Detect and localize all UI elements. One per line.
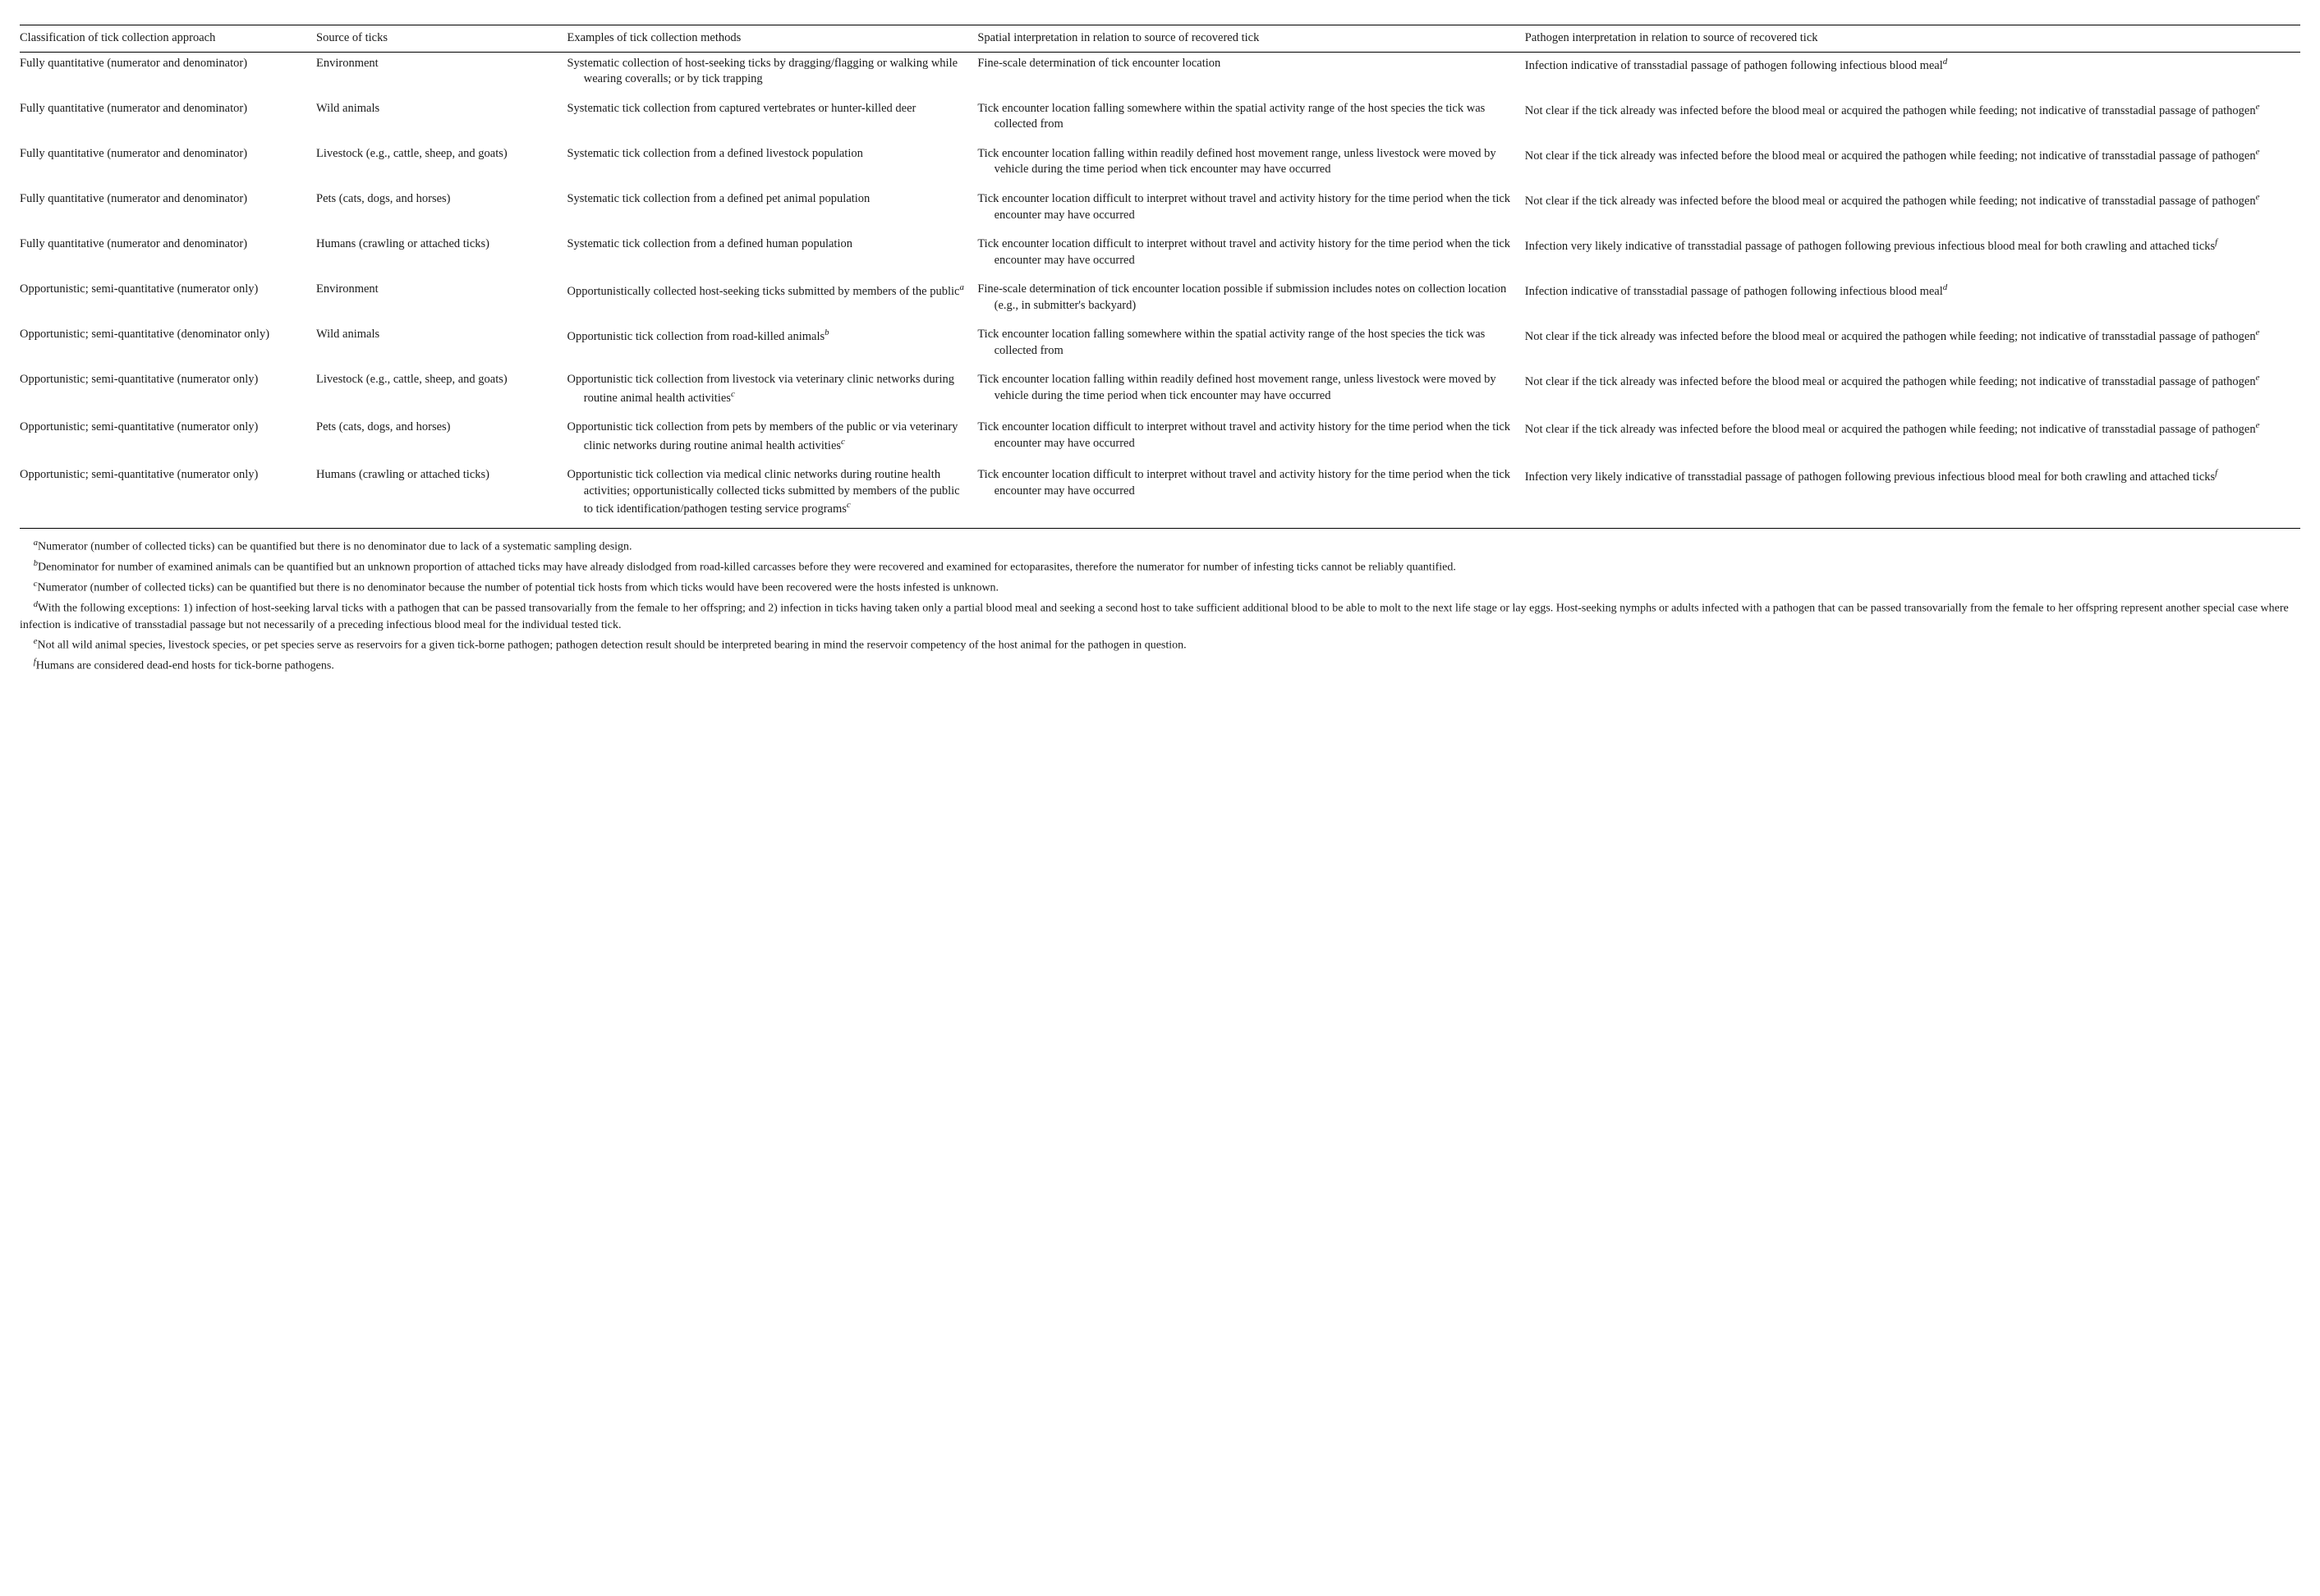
- table-row: Fully quantitative (numerator and denomi…: [20, 233, 2300, 278]
- footnote-ref: c: [731, 389, 735, 399]
- table-cell: Fully quantitative (numerator and denomi…: [20, 188, 316, 233]
- footnote-ref: e: [2256, 147, 2260, 157]
- footnote: bDenominator for number of examined anim…: [20, 557, 2300, 576]
- table-cell: Humans (crawling or attached ticks): [316, 464, 567, 528]
- table-cell: Opportunistic; semi-quantitative (numera…: [20, 464, 316, 528]
- table-cell: Fully quantitative (numerator and denomi…: [20, 233, 316, 278]
- table-row: Opportunistic; semi-quantitative (numera…: [20, 416, 2300, 464]
- footnotes: aNumerator (number of collected ticks) c…: [20, 537, 2300, 675]
- table-cell: Tick encounter location falling somewher…: [977, 323, 1524, 369]
- footnote-text: Not all wild animal species, livestock s…: [37, 640, 1186, 652]
- table-cell: Not clear if the tick already was infect…: [1525, 143, 2300, 188]
- table-cell: Environment: [316, 278, 567, 323]
- table-cell: Fine-scale determination of tick encount…: [977, 278, 1524, 323]
- table-cell: Pets (cats, dogs, and horses): [316, 188, 567, 233]
- table-cell: Systematic tick collection from captured…: [567, 98, 977, 143]
- footnote-ref: b: [825, 328, 829, 337]
- footnote: aNumerator (number of collected ticks) c…: [20, 537, 2300, 556]
- footnote-ref: a: [959, 282, 963, 292]
- table-cell: Opportunistic; semi-quantitative (numera…: [20, 369, 316, 416]
- table-row: Opportunistic; semi-quantitative (numera…: [20, 464, 2300, 528]
- table-cell: Infection very likely indicative of tran…: [1525, 464, 2300, 528]
- table-cell: Tick encounter location difficult to int…: [977, 416, 1524, 464]
- table-cell: Systematic collection of host-seeking ti…: [567, 52, 977, 98]
- table-cell: Opportunistic tick collection from pets …: [567, 416, 977, 464]
- col-header-spatial: Spatial interpretation in relation to so…: [977, 25, 1524, 53]
- footnote-ref: e: [2256, 328, 2260, 337]
- table-cell: Opportunistic; semi-quantitative (numera…: [20, 278, 316, 323]
- footnote: fHumans are considered dead-end hosts fo…: [20, 656, 2300, 675]
- table-cell: Fine-scale determination of tick encount…: [977, 52, 1524, 98]
- col-header-methods: Examples of tick collection methods: [567, 25, 977, 53]
- table-cell: Infection very likely indicative of tran…: [1525, 233, 2300, 278]
- table-cell: Not clear if the tick already was infect…: [1525, 98, 2300, 143]
- table-cell: Not clear if the tick already was infect…: [1525, 188, 2300, 233]
- footnote-text: Denominator for number of examined anima…: [38, 561, 1456, 573]
- table-cell: Tick encounter location difficult to int…: [977, 233, 1524, 278]
- table-cell: Systematic tick collection from a define…: [567, 233, 977, 278]
- table-cell: Infection indicative of transstadial pas…: [1525, 278, 2300, 323]
- table-cell: Not clear if the tick already was infect…: [1525, 416, 2300, 464]
- table-cell: Pets (cats, dogs, and horses): [316, 416, 567, 464]
- table-row: Fully quantitative (numerator and denomi…: [20, 52, 2300, 98]
- table-cell: Wild animals: [316, 323, 567, 369]
- table-cell: Infection indicative of transstadial pas…: [1525, 52, 2300, 98]
- footnote-ref: d: [1943, 282, 1947, 292]
- table-cell: Fully quantitative (numerator and denomi…: [20, 143, 316, 188]
- table-cell: Tick encounter location falling within r…: [977, 369, 1524, 416]
- table-cell: Opportunistic tick collection from road-…: [567, 323, 977, 369]
- footnote-ref: e: [2256, 102, 2260, 112]
- table-cell: Fully quantitative (numerator and denomi…: [20, 98, 316, 143]
- table-cell: Tick encounter location difficult to int…: [977, 464, 1524, 528]
- footnote-ref: d: [1943, 57, 1947, 66]
- tick-collection-table: Classification of tick collection approa…: [20, 25, 2300, 529]
- footnote-ref: c: [841, 437, 845, 447]
- footnote-text: Humans are considered dead-end hosts for…: [36, 660, 334, 672]
- table-body: Fully quantitative (numerator and denomi…: [20, 52, 2300, 528]
- table-cell: Wild animals: [316, 98, 567, 143]
- footnote: dWith the following exceptions: 1) infec…: [20, 598, 2300, 634]
- footnote-ref: f: [2215, 468, 2217, 478]
- footnote-text: Numerator (number of collected ticks) ca…: [38, 541, 632, 553]
- table-cell: Livestock (e.g., cattle, sheep, and goat…: [316, 369, 567, 416]
- table-cell: Systematic tick collection from a define…: [567, 143, 977, 188]
- table-cell: Humans (crawling or attached ticks): [316, 233, 567, 278]
- footnote: eNot all wild animal species, livestock …: [20, 635, 2300, 654]
- table-row: Fully quantitative (numerator and denomi…: [20, 98, 2300, 143]
- footnote-ref: c: [847, 500, 851, 510]
- table-cell: Opportunistically collected host-seeking…: [567, 278, 977, 323]
- footnote-text: With the following exceptions: 1) infect…: [20, 602, 2289, 631]
- footnote-ref: f: [2215, 237, 2217, 247]
- footnote-ref: e: [2256, 192, 2260, 202]
- col-header-pathogen: Pathogen interpretation in relation to s…: [1525, 25, 2300, 53]
- table-header: Classification of tick collection approa…: [20, 25, 2300, 53]
- table-cell: Not clear if the tick already was infect…: [1525, 369, 2300, 416]
- col-header-classification: Classification of tick collection approa…: [20, 25, 316, 53]
- footnote-ref: e: [2256, 373, 2260, 383]
- table-row: Opportunistic; semi-quantitative (numera…: [20, 369, 2300, 416]
- table-cell: Environment: [316, 52, 567, 98]
- col-header-source: Source of ticks: [316, 25, 567, 53]
- footnote-text: Numerator (number of collected ticks) ca…: [37, 581, 999, 594]
- table-row: Fully quantitative (numerator and denomi…: [20, 188, 2300, 233]
- table-cell: Systematic tick collection from a define…: [567, 188, 977, 233]
- table-cell: Opportunistic tick collection from lives…: [567, 369, 977, 416]
- table-cell: Tick encounter location difficult to int…: [977, 188, 1524, 233]
- table-cell: Not clear if the tick already was infect…: [1525, 323, 2300, 369]
- footnote: cNumerator (number of collected ticks) c…: [20, 578, 2300, 597]
- table-cell: Opportunistic tick collection via medica…: [567, 464, 977, 528]
- table-row: Fully quantitative (numerator and denomi…: [20, 143, 2300, 188]
- table-cell: Livestock (e.g., cattle, sheep, and goat…: [316, 143, 567, 188]
- table-cell: Opportunistic; semi-quantitative (denomi…: [20, 323, 316, 369]
- footnote-ref: e: [2256, 420, 2260, 430]
- table-row: Opportunistic; semi-quantitative (denomi…: [20, 323, 2300, 369]
- table-cell: Tick encounter location falling within r…: [977, 143, 1524, 188]
- table-cell: Fully quantitative (numerator and denomi…: [20, 52, 316, 98]
- table-cell: Tick encounter location falling somewher…: [977, 98, 1524, 143]
- table-cell: Opportunistic; semi-quantitative (numera…: [20, 416, 316, 464]
- table-row: Opportunistic; semi-quantitative (numera…: [20, 278, 2300, 323]
